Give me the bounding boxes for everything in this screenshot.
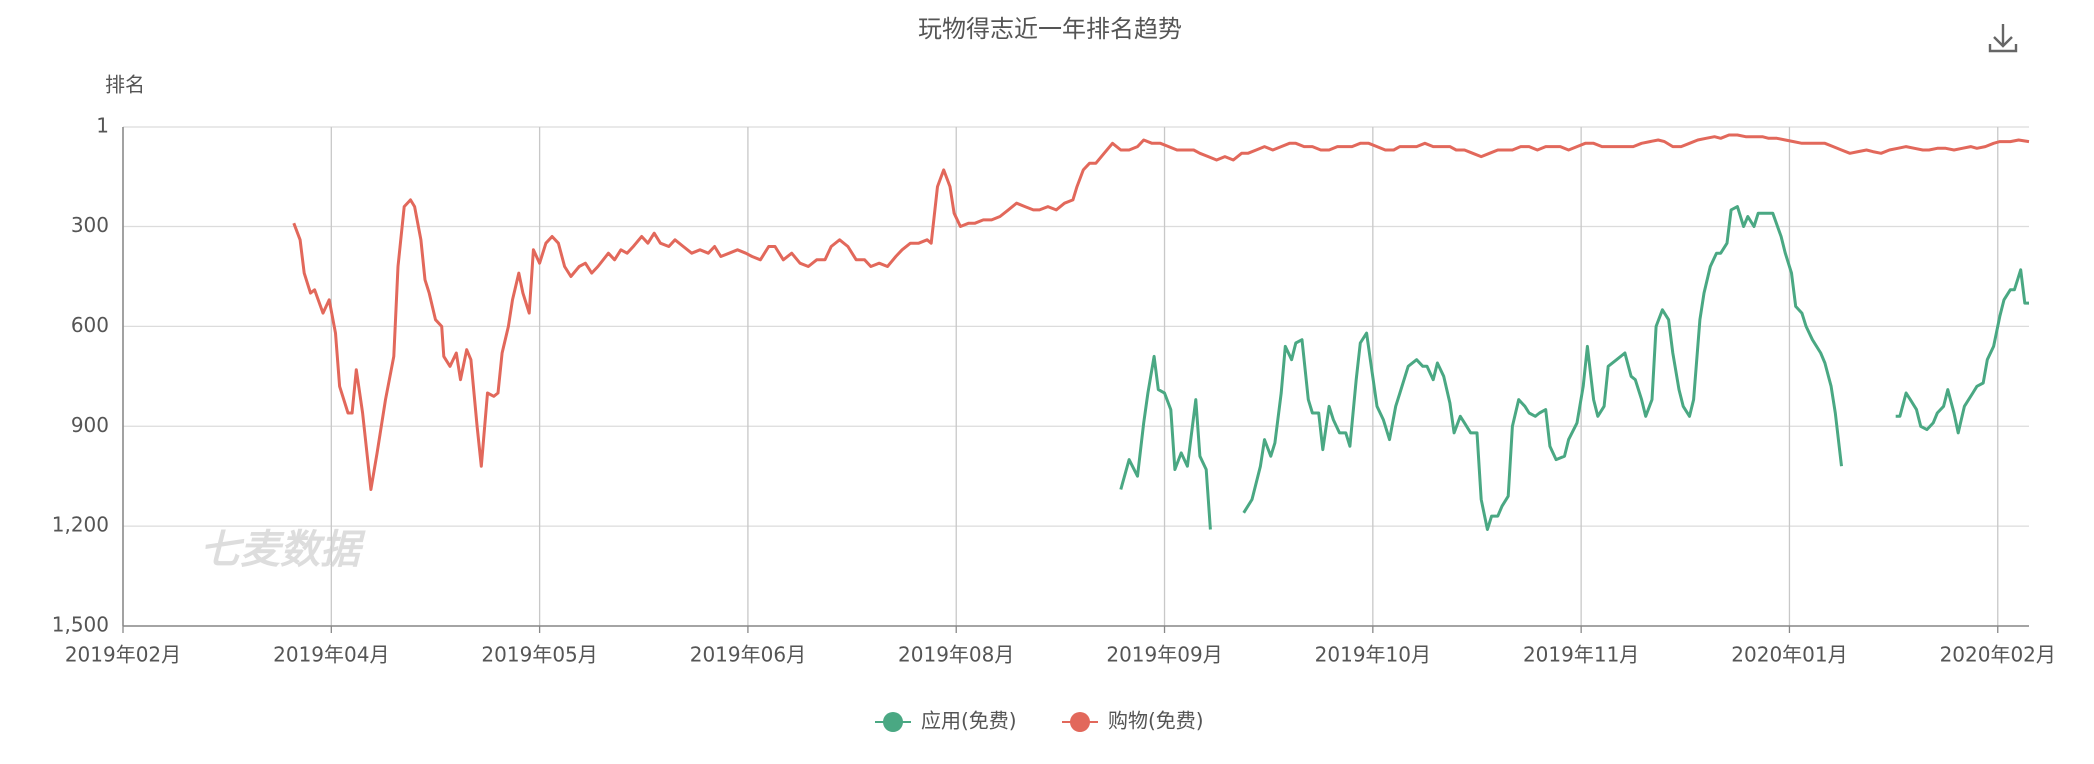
x-tick-label: 2019年11月 <box>1523 643 1639 667</box>
x-tick-label: 2019年08月 <box>898 643 1014 667</box>
x-tick-label: 2020年01月 <box>1731 643 1847 667</box>
x-tick-label: 2019年06月 <box>690 643 806 667</box>
watermark: 七麦数据 <box>200 527 366 573</box>
legend-marker <box>1070 712 1090 732</box>
y-tick-label: 1 <box>96 114 109 138</box>
y-tick-label: 1,500 <box>52 613 109 637</box>
x-tick-label: 2019年04月 <box>273 643 389 667</box>
legend-marker <box>883 712 903 732</box>
download-icon[interactable] <box>1988 24 2018 53</box>
legend-item[interactable]: 应用(免费) <box>875 709 1017 733</box>
legend-label: 购物(免费) <box>1108 709 1204 733</box>
x-tick-label: 2019年09月 <box>1106 643 1222 667</box>
y-tick-label: 300 <box>71 213 109 237</box>
legend-label: 应用(免费) <box>921 709 1017 733</box>
series-line <box>1119 205 2029 531</box>
x-tick-label: 2019年10月 <box>1315 643 1431 667</box>
y-tick-label: 900 <box>71 413 109 437</box>
y-tick-label: 600 <box>71 313 109 337</box>
legend-item[interactable]: 购物(免费) <box>1062 709 1204 733</box>
y-axis-label: 排名 <box>105 73 145 97</box>
chart-title: 玩物得志近一年排名趋势 <box>918 15 1182 43</box>
x-tick-label: 2019年05月 <box>481 643 597 667</box>
download-glyph[interactable] <box>1988 24 2018 53</box>
x-tick-label: 2020年02月 <box>1940 643 2056 667</box>
x-tick-label: 2019年02月 <box>65 643 181 667</box>
y-tick-label: 1,200 <box>52 513 109 537</box>
series-line <box>292 133 2030 491</box>
